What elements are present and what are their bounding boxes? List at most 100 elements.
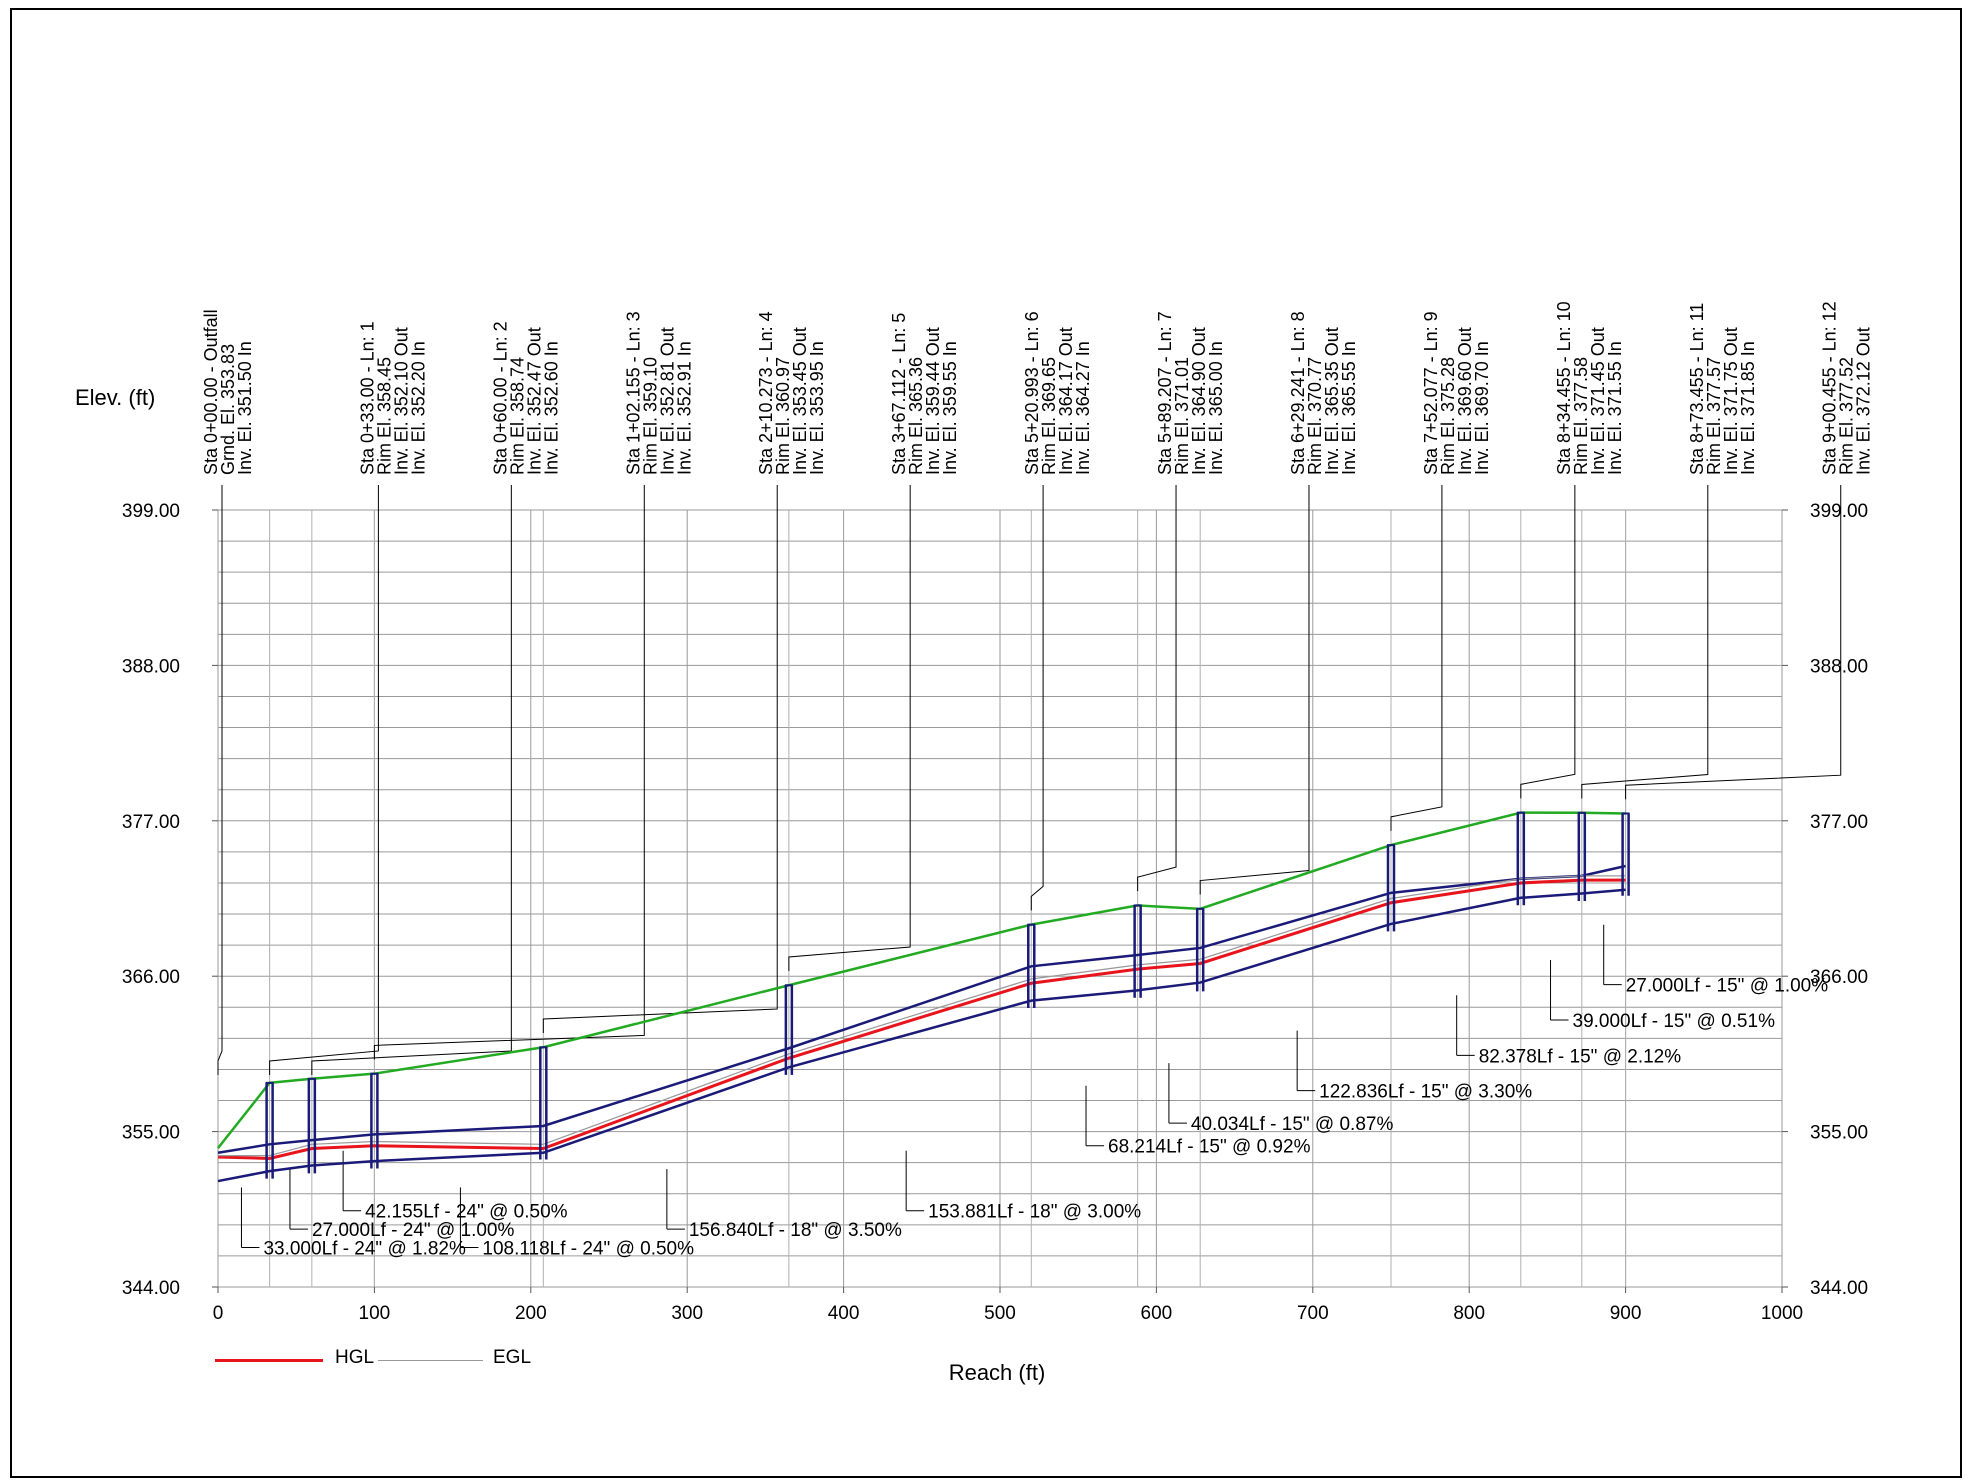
y-tick-label-right: 355.00	[1810, 1123, 1868, 1144]
pipe-labels: 33.000Lf - 24" @ 1.82%27.000Lf - 24" @ 1…	[240, 924, 1829, 1259]
y-tick-label: 355.00	[122, 1123, 180, 1144]
station-label-line: Sta 8+73.455 - Ln: 11	[1687, 303, 1707, 475]
station-label-line: Inv. El. 353.95 In	[807, 341, 827, 475]
station-leader	[1390, 485, 1443, 831]
station-leader	[788, 485, 911, 971]
legend-hgl-label: HGL	[335, 1347, 375, 1368]
pipe-label: 82.378Lf - 15" @ 2.12%	[1479, 1046, 1682, 1067]
station-label-line: Rim El. 375.28	[1438, 357, 1458, 475]
pipe-label: 40.034Lf - 15" @ 0.87%	[1191, 1114, 1394, 1135]
profile-lines	[217, 811, 1626, 1183]
station-label-line: Sta 6+29.241 - Ln: 8	[1288, 311, 1308, 475]
station-label-line: Inv. El. 371.45 Out	[1588, 327, 1608, 475]
x-tick-label: 600	[1141, 1303, 1173, 1324]
station-label-line: Inv. El. 371.85 In	[1738, 341, 1758, 475]
station-leader	[542, 485, 778, 1034]
station-leader	[1137, 485, 1177, 892]
station-label-line: Rim El. 377.57	[1704, 357, 1724, 475]
station-label-line: Sta 0+33.00 - Ln: 1	[357, 321, 377, 475]
station-label-line: Sta 9+00.455 - Ln: 12	[1820, 301, 1840, 475]
station-leader	[1581, 485, 1709, 799]
x-tick-label: 800	[1453, 1303, 1485, 1324]
station-label-line: Inv. El. 352.81 Out	[657, 327, 677, 475]
x-tick-label: 400	[828, 1303, 860, 1324]
pipe-label: 27.000Lf - 15" @ 1.00%	[1626, 976, 1829, 997]
station-label-line: Inv. El. 364.90 Out	[1189, 327, 1209, 475]
station-label-line: Sta 2+10.273 - Ln: 4	[756, 311, 776, 475]
y-tick-label-right: 344.00	[1810, 1278, 1868, 1299]
station-label-line: Rim El. 360.97	[773, 357, 793, 475]
x-tick-label: 100	[359, 1303, 391, 1324]
grid	[217, 509, 1783, 1288]
y-tick-label-right: 388.00	[1810, 656, 1868, 677]
y-tick-label-right: 377.00	[1810, 812, 1868, 833]
station-label-line: Inv. El. 369.60 Out	[1455, 327, 1475, 475]
y-tick-label-right: 366.00	[1810, 967, 1868, 988]
legend-hgl-swatch	[215, 1359, 323, 1362]
station-label-line: Inv. El. 365.55 In	[1339, 341, 1359, 475]
y-tick-label: 388.00	[122, 656, 180, 677]
station-label-line: Inv. El. 359.55 In	[940, 341, 960, 475]
station-label-line: Sta 0+00.00 - Outfall	[201, 309, 221, 475]
axes: Elev. (ft) Reach (ft) 0 100 200 300 400 500 60…	[75, 385, 1868, 1385]
y-tick-label: 399.00	[122, 501, 180, 522]
x-axis-label: Reach (ft)	[949, 1360, 1046, 1385]
pipe-label: 27.000Lf - 24" @ 1.00%	[312, 1220, 515, 1241]
pipe-label: 39.000Lf - 15" @ 0.51%	[1573, 1011, 1776, 1032]
station-label-line: Rim El. 365.36	[906, 357, 926, 475]
station-label-line: Inv. El. 352.20 In	[408, 341, 428, 475]
station-leader	[1520, 485, 1576, 799]
y-axis-label: Elev. (ft)	[75, 385, 155, 410]
x-tick-label: 500	[984, 1303, 1016, 1324]
hgl-line	[217, 878, 1626, 1160]
station-label-line: Inv. El. 352.47 Out	[524, 327, 544, 475]
station-label-line: Inv. El. 371.55 In	[1605, 341, 1625, 475]
station-label-line: Inv. El. 352.10 Out	[391, 327, 411, 475]
station-label-line: Inv. El. 351.50 In	[235, 341, 255, 475]
station-label-line: Inv. El. 352.91 In	[674, 341, 694, 475]
pipe-crown-line	[217, 864, 1626, 1155]
pipe-label: 33.000Lf - 24" @ 1.82%	[263, 1238, 466, 1259]
station-label-line: Rim El. 369.65	[1039, 357, 1059, 475]
x-tick-label: 300	[671, 1303, 703, 1324]
station-label-line: Inv. El. 359.44 Out	[923, 327, 943, 475]
chart-frame	[10, 8, 1962, 1478]
station-label-line: Sta 5+20.993 - Ln: 6	[1022, 311, 1042, 475]
station-label-line: Inv. El. 371.75 Out	[1721, 327, 1741, 475]
station-leader	[1199, 485, 1310, 895]
y-tick-label: 366.00	[122, 967, 180, 988]
station-label-line: Rim El. 358.74	[507, 357, 527, 475]
station-leader	[373, 485, 645, 1060]
station-label-line: Sta 5+89.207 - Ln: 7	[1155, 311, 1175, 475]
legend-egl-label: EGL	[493, 1347, 532, 1368]
y-tick-label-right: 399.00	[1810, 501, 1868, 522]
station-leader	[269, 485, 379, 1075]
pipe-label: 68.214Lf - 15" @ 0.92%	[1108, 1137, 1311, 1158]
station-label-line: Inv. El. 364.17 Out	[1056, 327, 1076, 475]
pipe-label: 42.155Lf - 24" @ 0.50%	[365, 1202, 568, 1223]
station-label-line: Rim El. 359.10	[640, 357, 660, 475]
station-label-line: Inv. El. 372.12 Out	[1854, 327, 1874, 475]
station-leader	[1030, 485, 1044, 911]
structures	[265, 811, 1630, 1179]
station-label-line: Sta 0+60.00 - Ln: 2	[490, 321, 510, 475]
station-label-line: Inv. El. 353.45 Out	[790, 327, 810, 475]
station-label-line: Rim El. 377.52	[1837, 357, 1857, 475]
pipe-label: 108.118Lf - 24" @ 0.50%	[482, 1238, 694, 1259]
pipe-label: 156.840Lf - 18" @ 3.50%	[689, 1220, 902, 1241]
x-tick-label: 1000	[1761, 1303, 1803, 1324]
station-label-line: Sta 8+34.455 - Ln: 10	[1554, 301, 1574, 475]
station-label-line: Inv. El. 364.27 In	[1073, 341, 1093, 475]
x-tick-label: 0	[213, 1303, 224, 1324]
station-label-line: Sta 7+52.077 - Ln: 9	[1421, 311, 1441, 475]
x-tick-label: 700	[1297, 1303, 1329, 1324]
legend-egl-swatch	[378, 1360, 483, 1361]
station-label-line: Sta 3+67.112 - Ln: 5	[889, 313, 909, 475]
station-leader	[1625, 485, 1842, 800]
station-label-line: Sta 1+02.155 - Ln: 3	[623, 311, 643, 475]
pipe-invert-line	[217, 888, 1626, 1183]
station-label-line: Rim El. 377.58	[1571, 357, 1591, 475]
station-label-line: Rim El. 358.45	[374, 357, 394, 475]
